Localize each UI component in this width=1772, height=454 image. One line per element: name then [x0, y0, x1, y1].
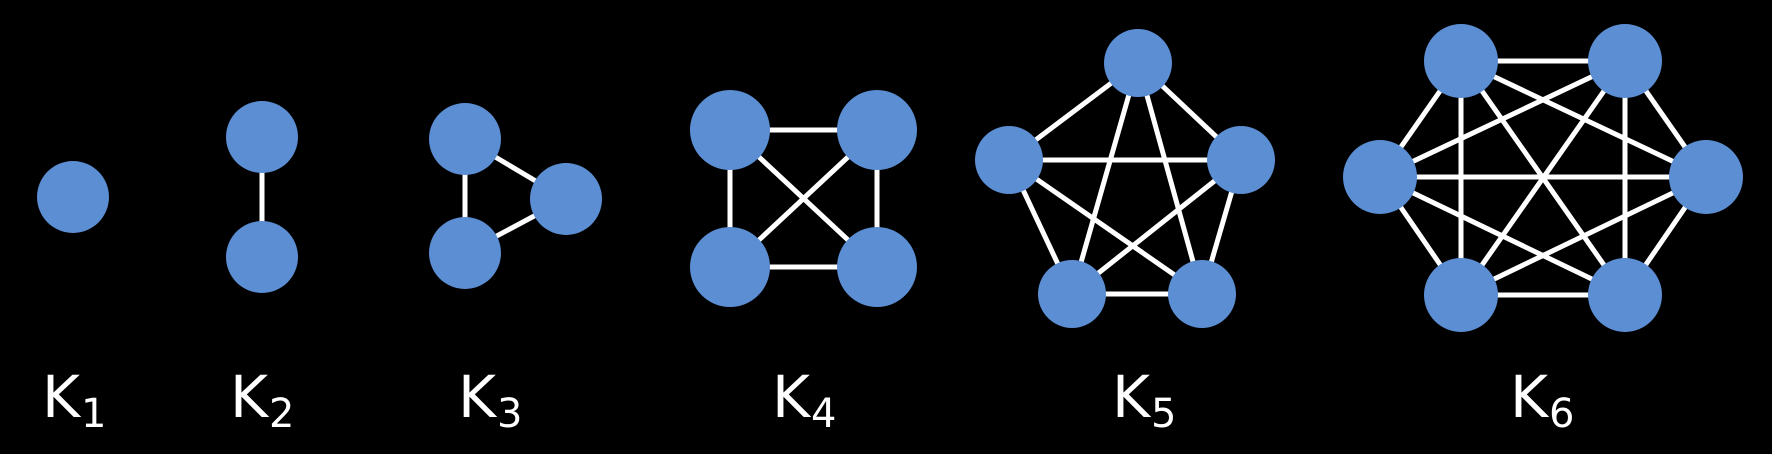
k6-vertex-5	[1424, 258, 1498, 332]
graph-k2	[226, 101, 298, 293]
k4-vertex-1	[690, 90, 770, 170]
k3-vertex-3	[429, 217, 501, 289]
k6-edge-4-6	[1377, 174, 1628, 298]
label-k4-letter: K	[772, 363, 811, 431]
k5-vertex-5	[975, 126, 1043, 194]
label-k3-letter: K	[458, 363, 497, 431]
label-k3: K3	[458, 368, 523, 437]
label-k3-subscript: 3	[497, 391, 523, 437]
k6-vertex-6	[1343, 140, 1417, 214]
graph-k4	[690, 90, 917, 307]
k5-edge-1-3	[1135, 60, 1205, 297]
label-k4: K4	[772, 368, 837, 437]
k2-vertex-1	[226, 101, 298, 173]
k5-vertex-4	[1038, 260, 1106, 328]
k6-vertex-1	[1424, 24, 1498, 98]
label-k4-subscript: 4	[811, 391, 837, 437]
graph-k3	[429, 103, 602, 289]
label-k2-subscript: 2	[269, 391, 295, 437]
k3-vertex-1	[429, 103, 501, 175]
label-k6: K6	[1510, 368, 1575, 437]
graph-k5	[975, 29, 1275, 328]
graph-k1	[37, 161, 109, 233]
k3-vertex-2	[530, 163, 602, 235]
k5-vertex-2	[1207, 126, 1275, 194]
k5-vertex-1	[1104, 29, 1172, 97]
k4-vertex-3	[690, 227, 770, 307]
label-k2-letter: K	[230, 363, 269, 431]
label-k2: K2	[230, 368, 295, 437]
label-k5-subscript: 5	[1151, 391, 1177, 437]
k1-vertex-1	[37, 161, 109, 233]
label-k1-letter: K	[42, 363, 81, 431]
k5-vertex-3	[1168, 260, 1236, 328]
label-k5: K5	[1112, 368, 1177, 437]
k5-edge-1-4	[1069, 60, 1141, 297]
graph-k6	[1343, 24, 1743, 332]
k5-edge-2-4	[1069, 157, 1244, 297]
k6-vertex-3	[1669, 140, 1743, 214]
label-k6-letter: K	[1510, 363, 1549, 431]
label-k5-letter: K	[1112, 363, 1151, 431]
k6-vertex-4	[1588, 258, 1662, 332]
label-k1: K1	[42, 368, 107, 437]
k4-vertex-2	[837, 90, 917, 170]
label-k1-subscript: 1	[81, 391, 107, 437]
k6-edge-3-5	[1458, 174, 1709, 298]
k6-edge-2-6	[1377, 58, 1628, 180]
label-k6-subscript: 6	[1549, 391, 1575, 437]
k5-edge-3-5	[1006, 157, 1205, 297]
k6-vertex-2	[1588, 24, 1662, 98]
k4-vertex-4	[837, 227, 917, 307]
k2-vertex-2	[226, 221, 298, 293]
